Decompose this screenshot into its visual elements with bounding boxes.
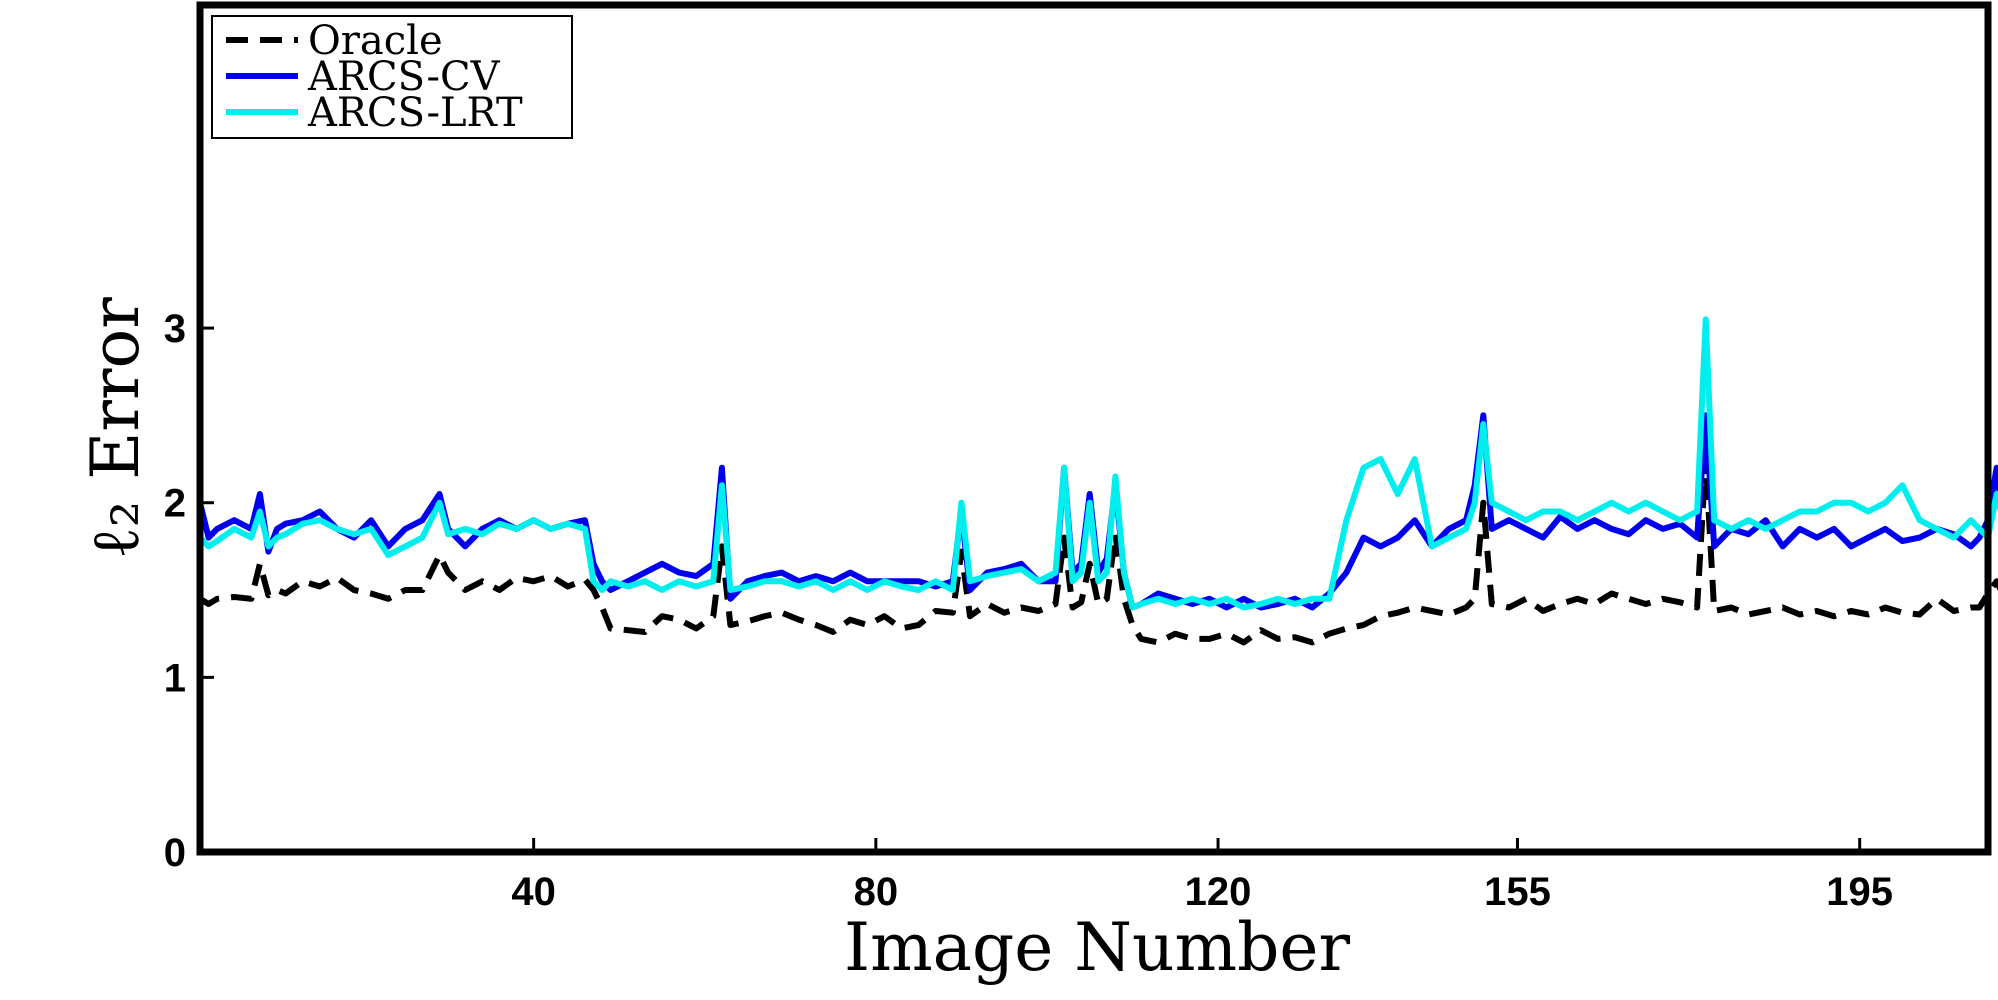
y-tick-label: 2 [164, 482, 186, 526]
legend-label-arcs-cv: ARCS-CV [307, 54, 501, 100]
plot-lines [197, 316, 1998, 646]
legend-label-oracle: Oracle [308, 18, 443, 64]
y-tick-label: 3 [164, 307, 186, 351]
series-line-arcs-lrt [197, 316, 1998, 611]
y-tick-label: 0 [164, 831, 186, 875]
y-axis-title: ℓ₂ Error [77, 297, 154, 559]
series-line-oracle [198, 456, 1998, 646]
x-tick-label: 155 [1484, 870, 1551, 914]
x-tick-label: 80 [854, 870, 899, 914]
y-tick-label: 1 [164, 656, 186, 700]
x-tick-label: 195 [1826, 870, 1893, 914]
x-axis-ticks: 40 80 120 155 195 [511, 838, 1893, 914]
x-axis-title: Image Number [844, 909, 1350, 986]
x-tick-label: 120 [1185, 870, 1252, 914]
x-tick-label: 40 [511, 870, 556, 914]
y-axis-ticks: 0 1 2 3 [164, 307, 214, 875]
plot-frame [196, 1, 1992, 856]
legend-label-arcs-lrt: ARCS-LRT [307, 90, 523, 136]
